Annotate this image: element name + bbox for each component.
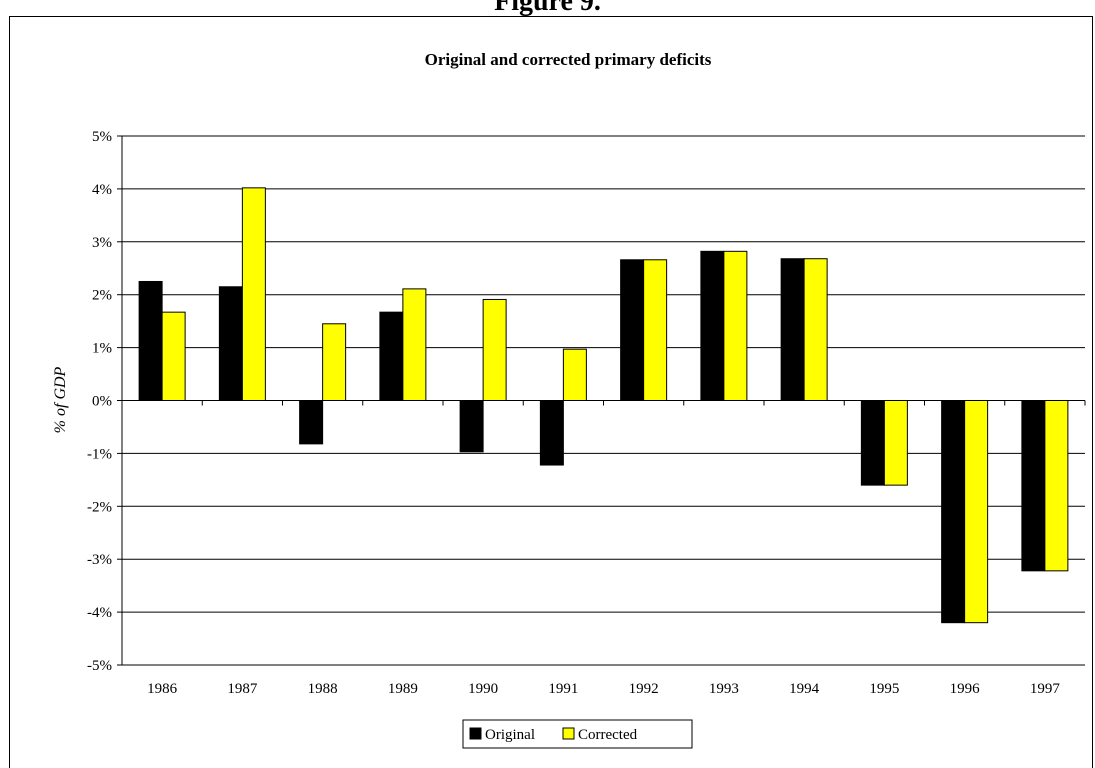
bar-corrected-1996: [964, 400, 989, 624]
y-tick-label: -4%: [87, 605, 112, 621]
bar-corrected-1991: [562, 348, 587, 402]
bar-corrected-1992: [643, 259, 668, 402]
bar-original-1996: [941, 400, 966, 624]
y-tick-label: -2%: [87, 499, 112, 515]
bar-corrected-1990: [482, 298, 507, 401]
bar-original-1988: [299, 400, 324, 445]
x-tick-label: 1996: [950, 681, 981, 697]
y-axis-label: % of GDP: [52, 366, 69, 433]
legend-box: [462, 719, 693, 749]
legend-label-corrected: Corrected: [578, 727, 638, 743]
x-tick-label: 1988: [308, 681, 338, 697]
chart-title: Original and corrected primary deficits: [425, 50, 712, 69]
bar-original-1997: [1021, 400, 1046, 572]
legend-swatch-corrected: [562, 727, 575, 740]
bar-original-1993: [700, 250, 725, 401]
chart-frame: [9, 16, 1093, 768]
bar-corrected-1995: [883, 400, 908, 486]
x-tick-labels: 1986 1987 1988 1989 1990 1991 1992 1993 1994 1995…: [147, 681, 1060, 697]
x-tick-label: 1995: [869, 681, 899, 697]
y-tick-label: -3%: [87, 552, 112, 568]
bar-original-1989: [379, 311, 404, 402]
y-tick-label: -5%: [87, 658, 112, 674]
bar-corrected-1987: [241, 187, 266, 401]
y-tick-label: 1%: [92, 341, 112, 357]
x-tick-label: 1994: [789, 681, 820, 697]
x-tick-label: 1987: [227, 681, 258, 697]
bar-original-1990: [459, 400, 484, 453]
y-tick-label: 3%: [92, 235, 112, 251]
x-tick-label: 1989: [388, 681, 418, 697]
y-tick-label: 5%: [92, 129, 112, 145]
bar-original-1991: [539, 400, 564, 466]
bar-original-1992: [620, 259, 645, 402]
y-tick-label: 4%: [92, 182, 112, 198]
bar-original-1986: [138, 280, 163, 402]
legend-label-original: Original: [485, 727, 535, 743]
x-tick-label: 1993: [709, 681, 739, 697]
bar-corrected-1993: [723, 250, 748, 401]
bars: [138, 187, 1069, 624]
bar-corrected-1986: [161, 311, 186, 402]
x-tick-label: 1997: [1030, 681, 1061, 697]
legend: Original Corrected: [462, 719, 693, 749]
y-tick-labels: 5% 4% 3% 2% 1% 0% -1% -2% -3% -4% -5%: [87, 129, 112, 674]
y-tick-label: 2%: [92, 288, 112, 304]
y-tick-label: 0%: [92, 394, 112, 410]
x-tick-label: 1990: [468, 681, 498, 697]
bar-original-1995: [860, 400, 885, 486]
bar-original-1994: [780, 258, 805, 401]
bar-original-1987: [218, 286, 243, 402]
legend-swatch-original: [469, 727, 482, 740]
x-tick-label: 1986: [147, 681, 178, 697]
axes: [121, 136, 1086, 665]
bar-corrected-1994: [803, 258, 828, 401]
x-tick-label: 1992: [629, 681, 659, 697]
bar-corrected-1988: [322, 323, 347, 402]
figure-label: Figure 9.: [494, 0, 601, 17]
bar-corrected-1989: [402, 288, 427, 402]
x-tick-label: 1991: [548, 681, 578, 697]
bar-corrected-1997: [1044, 400, 1069, 572]
y-tick-label: -1%: [87, 446, 112, 462]
